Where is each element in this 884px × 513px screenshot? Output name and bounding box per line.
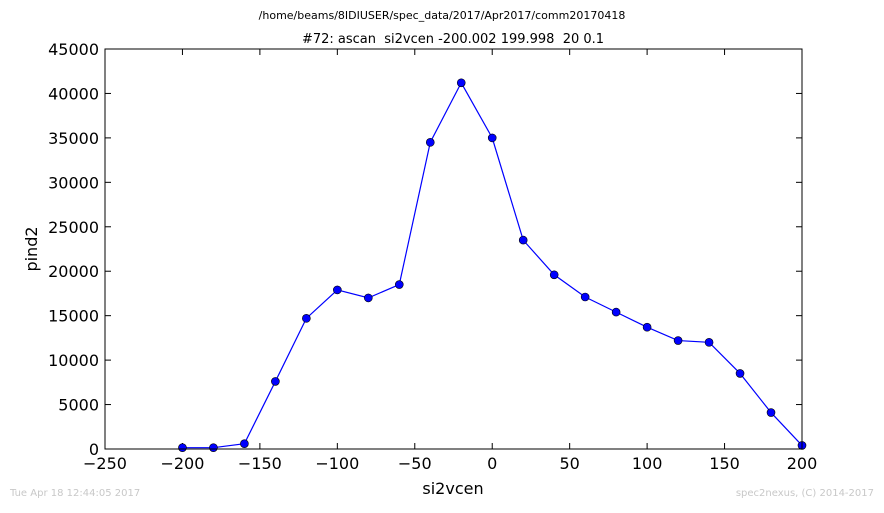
x-tick-label: −50 <box>398 454 432 473</box>
data-point <box>240 439 249 448</box>
y-tick-label: 15000 <box>48 307 99 326</box>
y-tick-label: 0 <box>89 440 99 459</box>
footer-timestamp: Tue Apr 18 12:44:05 2017 <box>10 488 141 499</box>
x-tick-label: −250 <box>83 454 127 473</box>
data-point <box>642 322 652 332</box>
y-tick-label: 40000 <box>48 84 99 103</box>
data-point <box>704 338 714 347</box>
y-tick-label: 30000 <box>48 173 99 192</box>
chart-subtitle: #72: ascan si2vcen -200.002 199.998 20 0… <box>302 32 604 47</box>
y-tick-label: 35000 <box>48 129 99 148</box>
data-point <box>518 235 528 245</box>
data-point <box>580 292 590 302</box>
x-tick-label: −200 <box>160 454 204 473</box>
data-point <box>487 133 497 143</box>
data-point <box>333 285 342 295</box>
data-point <box>611 307 621 317</box>
data-point <box>364 293 373 303</box>
x-axis-label: si2vcen <box>422 479 483 498</box>
data-point <box>766 408 776 417</box>
x-tick-label: −100 <box>315 454 359 473</box>
data-point <box>549 270 559 280</box>
x-tick-label: −150 <box>238 454 282 473</box>
data-point <box>456 78 466 88</box>
chart-title: /home/beams/8IDIUSER/spec_data/2017/Apr2… <box>259 9 626 22</box>
y-tick-label: 45000 <box>48 40 99 59</box>
data-point <box>673 336 683 345</box>
y-tick-label: 10000 <box>48 351 99 370</box>
y-tick-label: 20000 <box>48 262 99 281</box>
data-point <box>209 443 218 452</box>
data-point <box>425 138 435 147</box>
data-point <box>394 280 404 289</box>
data-series <box>178 78 807 452</box>
footer-credit: spec2nexus, (C) 2014-2017 <box>735 488 874 499</box>
y-tick-label: 25000 <box>48 218 99 237</box>
data-point <box>735 369 745 378</box>
x-tick-label: 150 <box>709 454 740 473</box>
data-point <box>178 443 187 452</box>
x-tick-label: 0 <box>487 454 497 473</box>
y-tick-label: 5000 <box>58 396 99 415</box>
x-tick-label: 100 <box>632 454 663 473</box>
x-tick-label: 50 <box>559 454 579 473</box>
plot-frame <box>104 48 803 450</box>
x-tick-label: 200 <box>787 454 818 473</box>
axis-ticks: −250 −200 −150 −100 −50 0 50 100 150 200 0 5000 1000… <box>48 40 817 473</box>
y-axis-label: pind2 <box>22 226 41 271</box>
data-point <box>302 314 311 323</box>
data-point <box>271 377 280 386</box>
